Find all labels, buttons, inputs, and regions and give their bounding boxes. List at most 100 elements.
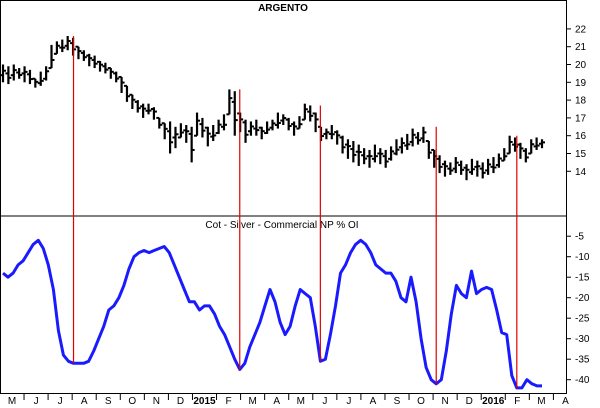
price-bar [37,71,44,86]
price-bar [247,121,254,136]
price-bar [539,139,545,149]
price-bar [97,60,104,72]
y-tick-label: -25 [575,314,590,325]
y-tick-label: 19 [575,78,587,89]
price-bar [388,146,395,161]
price-bar [258,126,265,140]
price-bar [102,62,109,74]
price-bar [463,164,470,181]
price-bar [274,112,281,129]
price-bar [204,126,211,147]
plot-frame [0,0,567,394]
price-bar [129,93,136,109]
y-tick-label: 18 [575,96,587,107]
y-tick-label: 20 [575,60,587,71]
price-bar [409,128,416,147]
price-bar [382,149,389,168]
price-bar [312,112,319,133]
price-bar [145,103,152,115]
x-tick-label: 2016 [482,396,505,407]
price-bars-group [0,36,545,181]
cot-series-line [2,238,542,390]
price-bar [226,89,233,116]
price-bar [344,139,351,159]
price-bar [425,140,432,159]
price-bar [113,71,120,83]
price-bar [75,45,82,60]
x-tick-label: A [273,396,280,407]
y-tick-label: 22 [575,24,587,35]
price-bar [150,107,157,120]
price-bar [447,162,454,175]
price-bar [0,64,6,83]
bottom-title-background [198,218,358,231]
marker-lines-group [72,36,518,388]
x-tick-label: J [322,396,327,407]
x-tick-label: N [442,396,449,407]
price-bar [377,148,384,165]
price-bar [393,139,400,156]
x-tick-label: O [128,396,136,407]
price-bar [361,148,368,165]
price-bar [43,66,50,81]
x-tick-label: A [370,396,377,407]
price-bar [53,41,60,55]
price-bar [156,116,163,129]
price-bar [441,160,448,177]
price-bar [10,64,17,81]
price-bar [291,121,298,136]
price-bar [420,126,427,143]
price-bar [188,126,195,163]
top-chart-title: ARGENTO [258,3,308,14]
y-tick-label: 17 [575,113,587,124]
x-tick-label: M [537,396,545,407]
price-bar [269,119,276,131]
price-bar [398,137,405,154]
y-tick-label: -10 [575,252,590,263]
price-bar [242,119,249,143]
price-bar [517,142,524,159]
price-bar [474,160,481,177]
price-bar [5,66,12,85]
price-bar [528,139,535,155]
price-bar [328,125,335,140]
price-bar [140,103,147,118]
price-bar [215,119,222,135]
price-bar [64,36,71,51]
price-bar [296,116,303,130]
price-bar [355,144,362,166]
price-bar [210,125,217,142]
y-tick-label: -40 [575,375,590,386]
price-bar [167,121,174,154]
x-tick-label: A [81,396,88,407]
y-tick-label: -20 [575,293,590,304]
price-bar [134,100,141,113]
x-tick-label: J [58,396,63,407]
price-bar [118,75,125,93]
price-bar [506,135,513,155]
price-bar [264,121,271,135]
price-bar [301,103,308,121]
x-tick-label: J [34,396,39,407]
price-bar [194,112,201,137]
price-bar [183,125,190,143]
y-tick-label: -30 [575,334,590,345]
price-bar [48,44,55,70]
y-tick-label: -35 [575,355,590,366]
x-tick-label: F [226,396,232,407]
price-bar [501,148,508,162]
price-bar [318,125,325,142]
bottom-chart-title: Cot - Silver - Commercial NP % OI [205,220,358,231]
price-bar [479,162,486,179]
x-tick-label: M [248,396,256,407]
x-tick-label: F [514,396,520,407]
price-bar [220,114,227,131]
price-bar [80,50,87,61]
price-bar [350,141,357,163]
top-y-axis: 14 15 16 17 18 19 20 21 22 [567,24,587,178]
price-bar [123,84,130,102]
price-bar [285,117,292,131]
price-bar [199,117,206,138]
